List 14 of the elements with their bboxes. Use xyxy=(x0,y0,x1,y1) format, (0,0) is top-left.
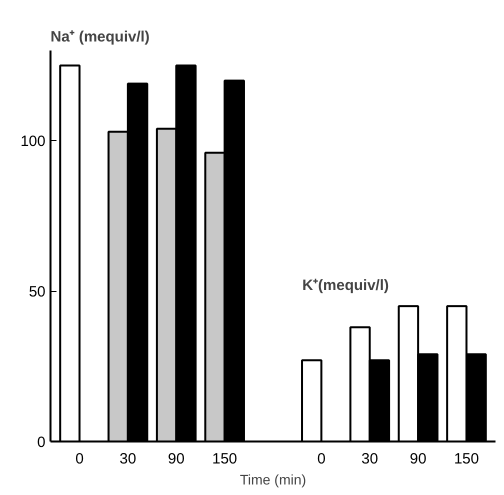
annotation: K⁺(mequiv/l) xyxy=(302,277,389,294)
x-tick-label: 0 xyxy=(75,450,84,468)
y-tick-label: 50 xyxy=(28,284,46,301)
x-tick-label: 150 xyxy=(212,450,238,468)
x-tick-label: 30 xyxy=(361,450,378,468)
x-tick-label: 0 xyxy=(317,450,326,468)
x-tick-label: 90 xyxy=(410,450,426,468)
x-axis-title: Time (min) xyxy=(240,472,306,488)
x-tick-label: 90 xyxy=(168,450,185,468)
text: Na⁺ (mequiv/l) xyxy=(50,28,150,46)
y-tick-label: 0 xyxy=(37,434,46,451)
x-tick-label: 150 xyxy=(454,450,479,468)
y-tick-label: 100 xyxy=(20,133,46,150)
x-tick-label: 30 xyxy=(120,450,136,468)
